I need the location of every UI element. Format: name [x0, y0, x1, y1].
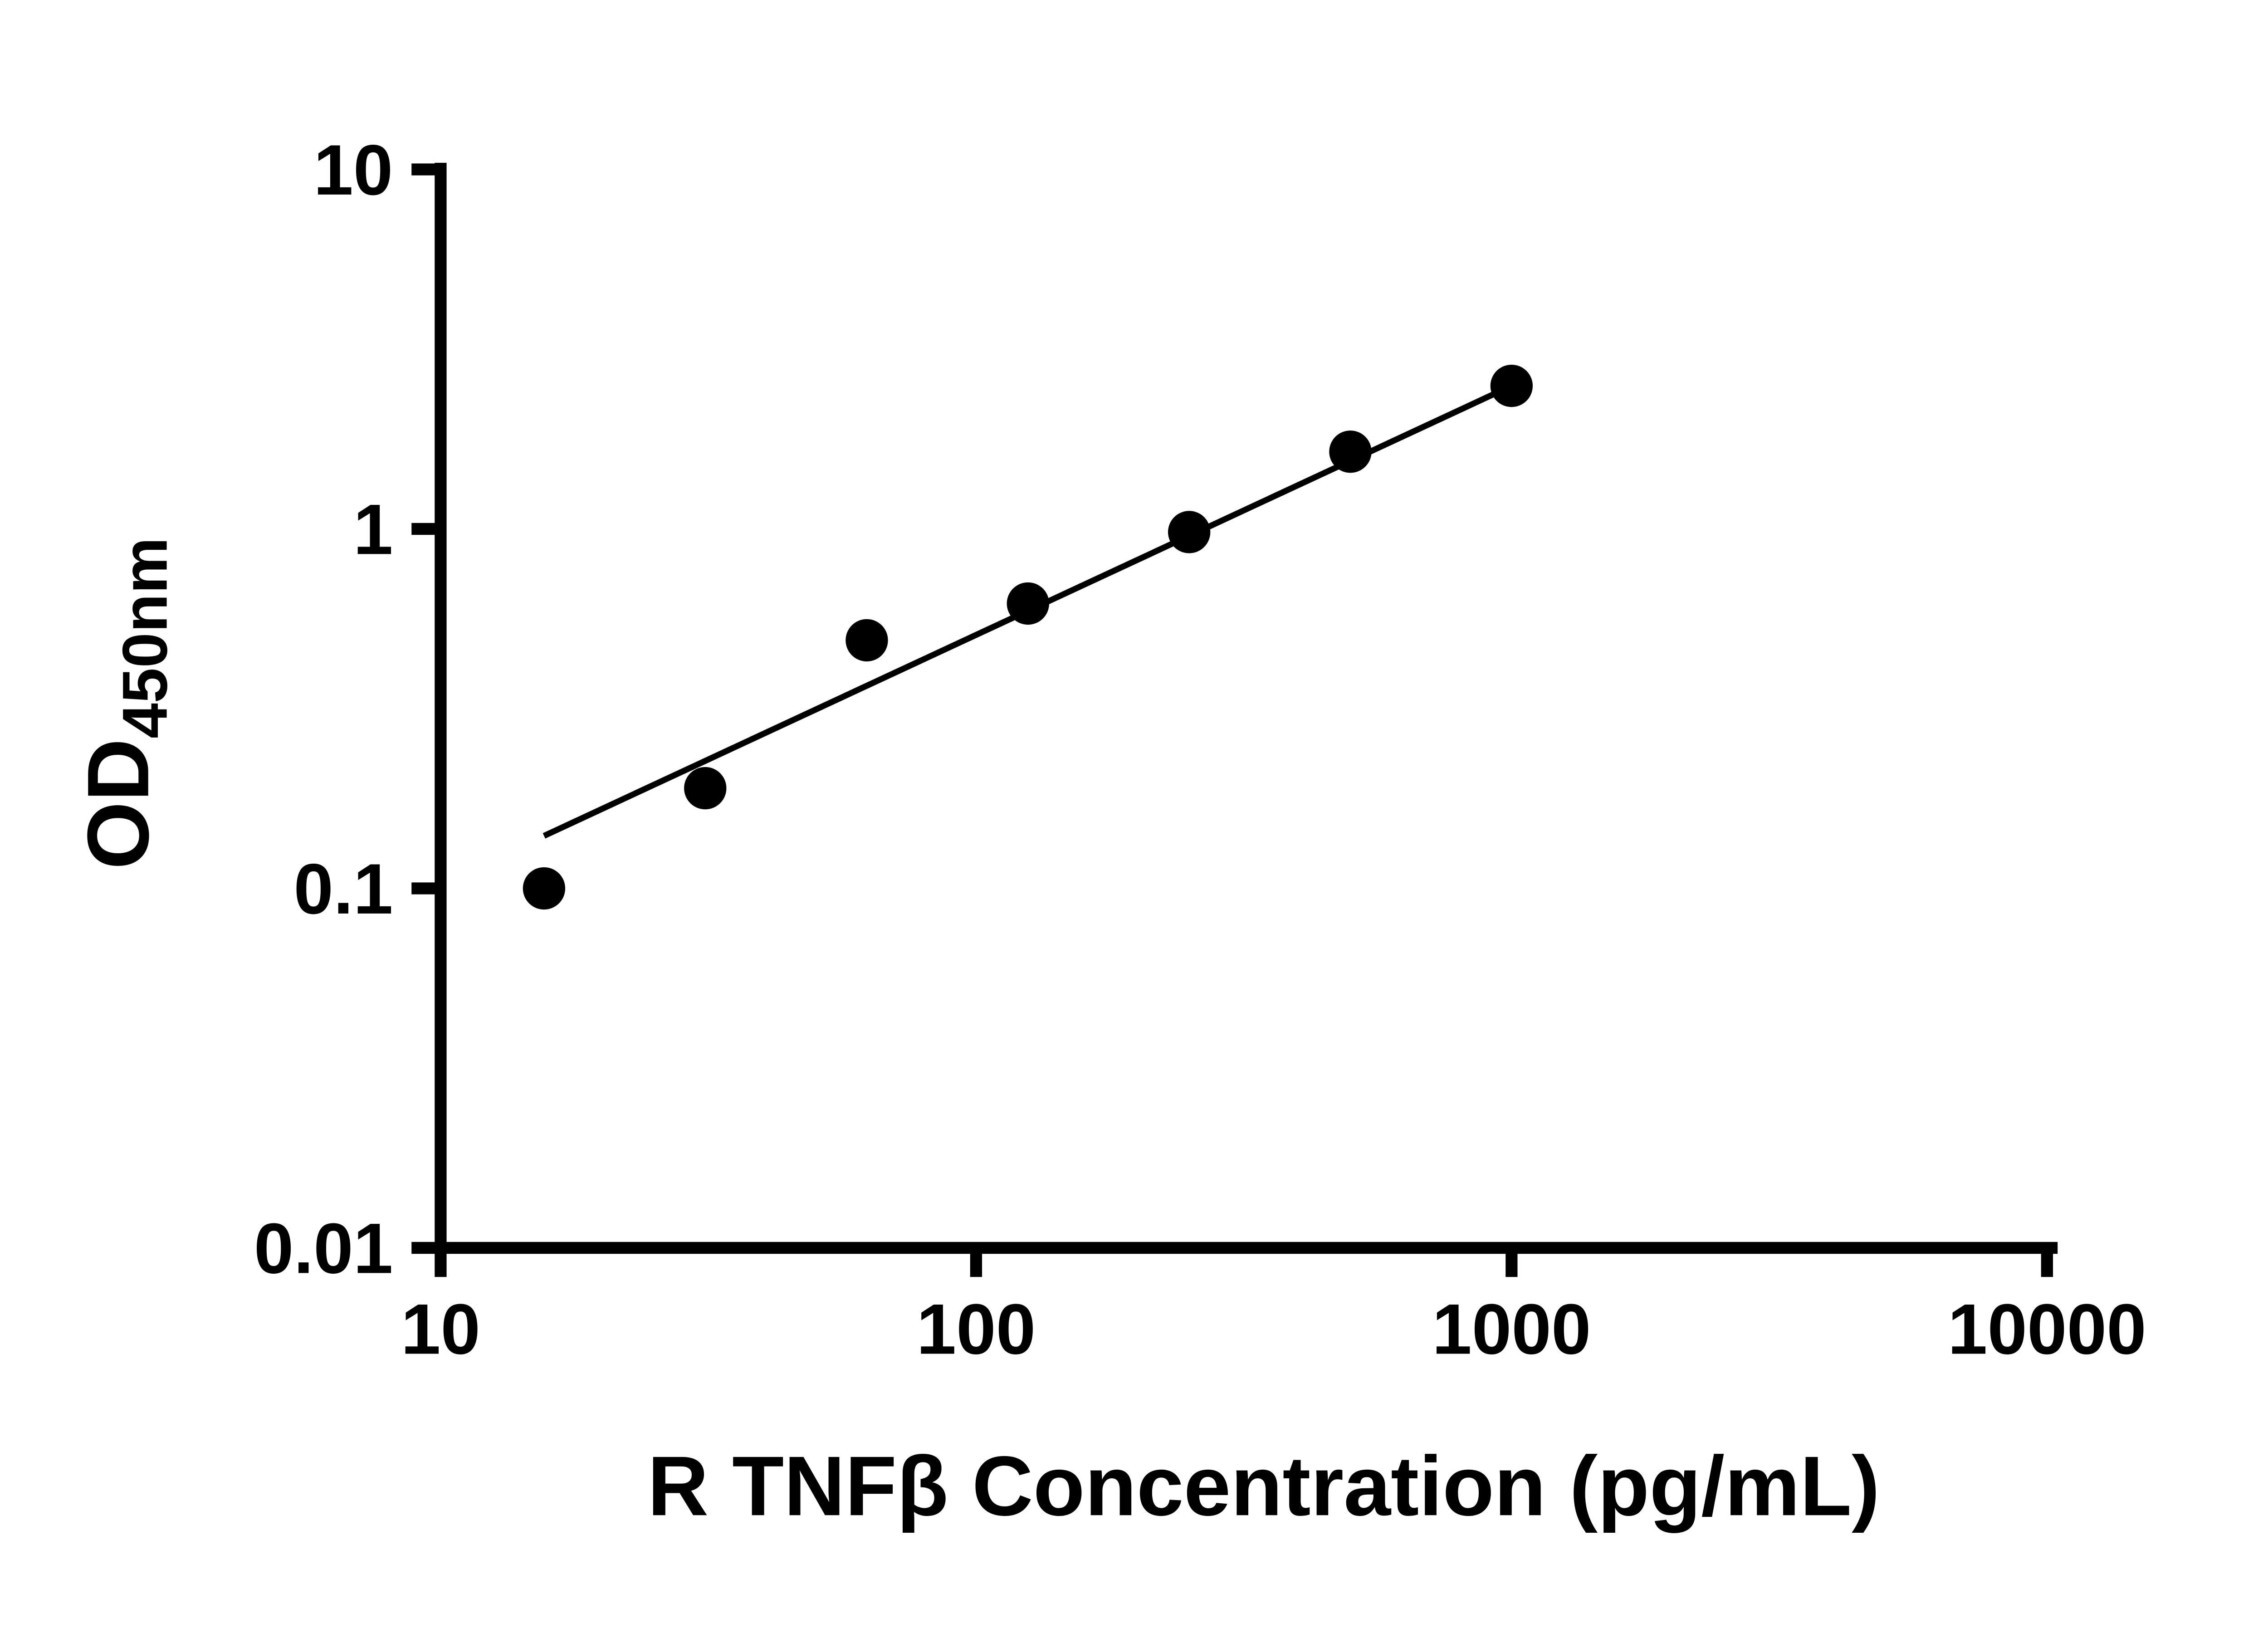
y-axis-title: OD450nm	[69, 537, 181, 869]
data-point	[684, 767, 727, 810]
data-point	[1168, 511, 1211, 553]
axis-lines	[435, 162, 2058, 1254]
y-tick-label: 0.01	[254, 1208, 393, 1288]
x-axis-title: R TNFβ Concentration (pg/mL)	[647, 1438, 1880, 1533]
y-tick-label: 1	[353, 489, 393, 569]
y-tick-label: 0.1	[293, 849, 393, 929]
data-point	[1490, 364, 1533, 407]
x-tick-label: 10	[401, 1289, 480, 1369]
data-point	[523, 867, 566, 910]
x-tick-label: 1000	[1432, 1289, 1591, 1369]
y-tick-label: 10	[313, 130, 393, 210]
x-tick-label: 100	[916, 1289, 1036, 1369]
data-point	[1007, 582, 1049, 625]
y-axis-title-main: OD	[69, 738, 167, 870]
data-point	[1329, 430, 1372, 473]
data-point	[846, 619, 888, 662]
y-axis-title-subscript: 450nm	[109, 537, 181, 738]
x-tick-label: 10000	[1948, 1289, 2146, 1369]
